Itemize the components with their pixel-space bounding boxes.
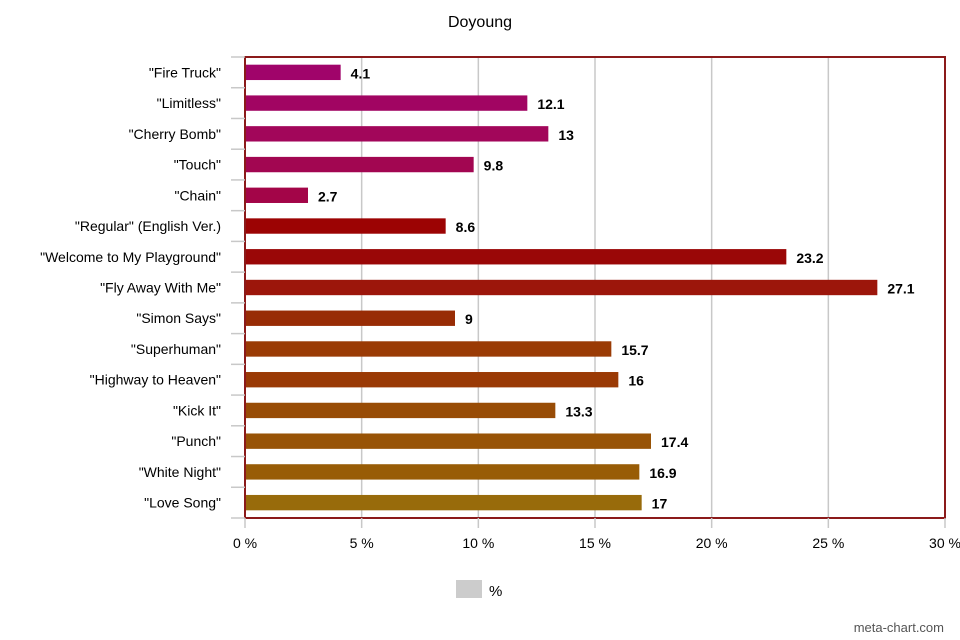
value-label: 9.8 [484,158,504,174]
value-label: 8.6 [456,219,476,235]
value-label: 27.1 [887,281,914,297]
category-label: "White Night" [139,464,221,480]
x-tick-label: 15 % [579,535,611,551]
x-axis-ticks: 0 % 5 % 10 % 15 % 20 % 25 % 30 % [233,518,960,551]
category-label: "Highway to Heaven" [90,372,221,388]
legend-label: % [489,583,502,600]
bar [245,402,556,419]
bar [245,187,308,203]
bar [245,218,446,234]
value-label: 13.3 [565,403,592,419]
bar [245,310,455,326]
value-label: 13 [558,127,574,143]
category-label: "Cherry Bomb" [129,126,221,142]
bar [245,156,474,173]
watermark: meta-chart.com [854,620,944,635]
x-tick-label: 10 % [462,535,494,551]
chart-title: Doyoung [448,14,512,31]
category-label: "Fire Truck" [149,64,221,80]
x-tick-label: 30 % [929,535,960,551]
category-label: "Limitless" [157,95,221,111]
category-labels: "Fire Truck" "Limitless" "Cherry Bomb" "Tou… [40,56,245,519]
category-label: "Simon Says" [136,310,221,326]
category-label: "Love Song" [144,495,221,511]
value-label: 9 [465,311,473,327]
bar [245,372,619,388]
bar [245,494,642,511]
category-label: "Punch" [171,433,221,449]
x-tick-label: 0 % [233,535,257,551]
bar [245,64,341,81]
category-label: "Kick It" [173,402,221,418]
legend-swatch [456,580,482,598]
category-label: "Chain" [174,187,221,203]
value-label: 15.7 [621,342,648,358]
value-label: 12.1 [537,96,564,112]
value-labels: 4.1 12.1 13 9.8 2.7 8.6 23.2 27.1 9 15.7 16 13.3 17.… [318,65,915,511]
bar [245,433,651,449]
value-label: 17 [652,496,668,512]
value-label: 4.1 [351,65,371,81]
bar [245,95,528,111]
bar [245,279,878,296]
x-tick-label: 20 % [696,535,728,551]
bar [245,249,787,265]
category-label: "Superhuman" [131,341,221,357]
x-tick-label: 5 % [350,535,374,551]
category-label: "Touch" [174,157,221,173]
category-label: "Welcome to My Playground" [40,249,221,265]
bar [245,341,612,357]
legend: % [456,580,502,600]
bar [245,464,640,480]
value-label: 17.4 [661,434,688,450]
category-label: "Fly Away With Me" [100,280,221,296]
x-tick-label: 25 % [812,535,844,551]
category-label: "Regular" (English Ver.) [75,218,221,234]
value-label: 16 [628,373,644,389]
bar [245,126,549,142]
value-label: 2.7 [318,188,338,204]
bars [245,64,878,511]
value-label: 16.9 [649,465,676,481]
value-label: 23.2 [796,250,823,266]
